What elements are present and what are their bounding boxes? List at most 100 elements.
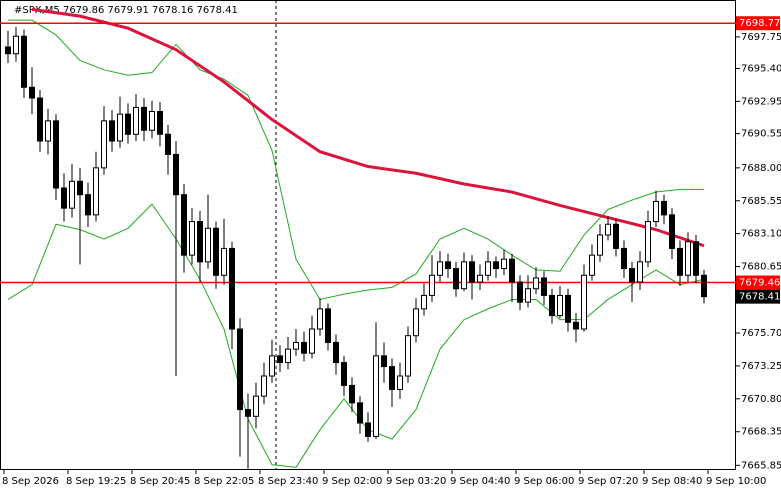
candle-body (581, 274, 587, 330)
candle-body (605, 223, 611, 236)
x-tick-label: 9 Sep 04:40 (450, 476, 510, 487)
candle-body (693, 241, 699, 276)
candle-body (525, 288, 531, 303)
candle-body (213, 227, 219, 276)
candle-body (373, 355, 379, 437)
candle-body (45, 120, 51, 142)
candle-body (453, 268, 459, 290)
candle-body (149, 110, 155, 131)
level-label-bg (736, 275, 780, 290)
candle-body (245, 409, 251, 417)
candle-body (589, 254, 595, 276)
candle-body (661, 200, 667, 216)
candle-body (445, 261, 451, 270)
candle-body (93, 167, 99, 216)
candle-body (421, 294, 427, 310)
candle-body (357, 402, 363, 424)
candle-body (253, 395, 259, 417)
candle-body (405, 335, 411, 377)
level-label-bg (736, 16, 780, 31)
x-tick-label: 9 Sep 10:00 (706, 476, 766, 487)
candle-body (69, 180, 75, 209)
candle-body (653, 200, 659, 223)
candle-body (485, 261, 491, 276)
last-price-label: 7678.41 (739, 292, 780, 303)
y-tick-label: 7685.55 (741, 196, 781, 207)
candle-body (85, 194, 91, 216)
y-tick-label: 7668.35 (741, 427, 781, 438)
candle-body (509, 258, 515, 283)
level-label: 7679.46 (739, 278, 780, 289)
x-tick-label: 9 Sep 03:20 (386, 476, 446, 487)
candle-body (549, 294, 555, 317)
candle-body (429, 274, 435, 296)
candle-body (317, 308, 323, 330)
candle-body (205, 227, 211, 263)
bollinger-upper (8, 19, 704, 301)
candle-body (277, 355, 283, 364)
candle-body (157, 110, 163, 135)
candle-body (333, 341, 339, 364)
candle-body (29, 86, 35, 99)
candle-body (189, 221, 195, 256)
y-tick-label: 7680.65 (741, 262, 781, 273)
x-tick-label: 9 Sep 07:20 (578, 476, 638, 487)
last-price-bg (736, 289, 780, 304)
y-tick-label: 7670.80 (741, 394, 781, 405)
candle-body (381, 355, 387, 368)
candle-body (629, 268, 635, 283)
candle-body (349, 384, 355, 404)
x-tick-label: 8 Sep 19:25 (66, 476, 126, 487)
candle-body (165, 133, 171, 155)
candle-body (309, 328, 315, 354)
candle-body (125, 113, 131, 135)
candle-body (669, 214, 675, 249)
candle-body (301, 341, 307, 354)
x-tick-label: 9 Sep 06:00 (514, 476, 574, 487)
candle-body (13, 35, 19, 55)
candle-body (261, 375, 267, 397)
candle-body (685, 241, 691, 276)
candle-body (117, 113, 123, 142)
candle-body (173, 153, 179, 196)
candle-body (517, 281, 523, 303)
x-tick-label: 9 Sep 02:00 (322, 476, 382, 487)
chart-title: #SPX,M5 7679.86 7679.91 7678.16 7678.41 (14, 5, 238, 16)
candle-body (37, 97, 43, 142)
y-tick-label: 7675.70 (741, 328, 781, 339)
y-tick-label: 7688.00 (741, 163, 781, 174)
candle-body (221, 247, 227, 276)
candle-body (573, 321, 579, 330)
candle-body (477, 274, 483, 283)
candle-body (269, 355, 275, 377)
candle-body (197, 221, 203, 263)
level-label: 7698.77 (739, 18, 780, 29)
candle-body (493, 261, 499, 270)
candle-body (341, 362, 347, 386)
y-tick-label: 7673.25 (741, 361, 781, 372)
candle-body (461, 261, 467, 290)
candle-body (365, 422, 371, 437)
y-tick-label: 7690.55 (741, 129, 781, 140)
candle-body (701, 274, 707, 298)
candle-body (597, 234, 603, 256)
candle-body (237, 328, 243, 411)
candle-body (621, 247, 627, 270)
candle-body (293, 341, 299, 350)
x-tick-label: 8 Sep 23:40 (258, 476, 318, 487)
candle-body (5, 46, 11, 55)
y-tick-label: 7683.10 (741, 229, 781, 240)
x-tick-label: 9 Sep 08:40 (642, 476, 702, 487)
candle-body (181, 194, 187, 256)
candle-body (397, 375, 403, 390)
candle-body (677, 247, 683, 276)
bollinger-lower (7, 203, 705, 468)
candle-body (101, 120, 107, 169)
y-tick-label: 7692.95 (741, 96, 781, 107)
candle-body (501, 258, 507, 270)
candle-body (61, 187, 67, 209)
y-tick-label: 7695.40 (741, 63, 781, 74)
candle-body (533, 277, 539, 290)
candle-body (109, 120, 115, 142)
